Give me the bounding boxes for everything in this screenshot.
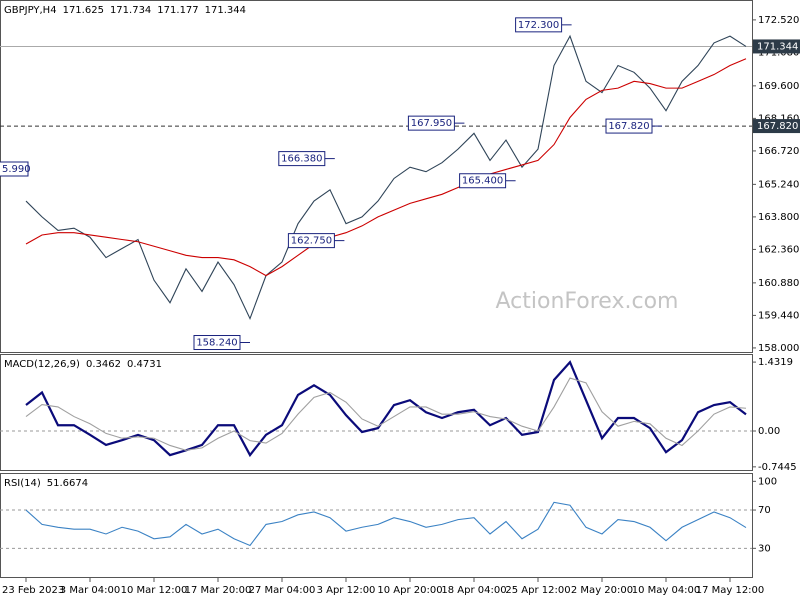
open: 171.625 (63, 5, 104, 16)
symbol: GBPJPY,H4 (4, 5, 57, 16)
annotation-box (193, 335, 241, 351)
series-line (25, 58, 747, 277)
series-line (25, 501, 747, 547)
macd-panel-frame (0, 354, 753, 471)
x-tick-label: 25 Apr 12:00 (505, 585, 570, 596)
y-tick-label: 160.880 (758, 278, 799, 289)
price-box-label: 171.344 (757, 41, 798, 52)
series-line (25, 377, 747, 451)
x-tick-label: 18 Apr 04:00 (441, 585, 506, 596)
x-tick-label: 3 Apr 12:00 (317, 585, 376, 596)
x-tick-label: 23 Feb 2023 (2, 585, 64, 596)
y-tick-label: 172.520 (758, 15, 799, 26)
rsi-panel-frame (0, 473, 753, 578)
annotation-label: 165.400 (462, 176, 503, 187)
annotation-label: 167.820 (608, 121, 649, 132)
annotation-box (407, 115, 455, 131)
y-tick-label: 162.360 (758, 244, 799, 255)
rsi-header: RSI(14) 51.6674 (4, 478, 88, 489)
annotation-box (515, 17, 563, 33)
y-tick-label: 100 (758, 476, 777, 487)
macd-title: MACD(12,26,9) (4, 359, 80, 370)
annotation-label: 158.240 (196, 338, 237, 349)
close: 171.344 (205, 5, 246, 16)
y-tick-label: 0.00 (758, 426, 780, 437)
y-tick-label: 165.240 (758, 179, 799, 190)
annotation-label: 166.380 (281, 154, 322, 165)
annotation-box (0, 161, 29, 177)
watermark: ActionForex.com (496, 289, 679, 314)
price-box (753, 119, 800, 134)
series-line (25, 34, 747, 320)
price-box-label: 167.820 (757, 121, 798, 132)
high: 171.734 (110, 5, 151, 16)
annotation-label: 5.990 (2, 164, 31, 175)
y-tick-label: -0.7445 (758, 462, 797, 473)
rsi-title: RSI(14) (4, 478, 41, 489)
y-tick-label: 163.800 (758, 212, 799, 223)
x-tick-label: 27 Mar 04:00 (249, 585, 316, 596)
annotation-box (287, 233, 335, 249)
macd-value: 0.3462 (86, 359, 121, 370)
macd-header: MACD(12,26,9) 0.3462 0.4731 (4, 359, 162, 370)
signal-value: 0.4731 (127, 359, 162, 370)
annotation-box (605, 118, 653, 134)
x-tick-label: 10 May 04:00 (632, 585, 701, 596)
annotation-label: 162.750 (291, 236, 332, 247)
y-tick-label: 158.000 (758, 343, 799, 354)
y-tick-label: 30 (758, 543, 771, 554)
y-tick-label: 168.160 (758, 113, 799, 124)
y-tick-label: 169.600 (758, 81, 799, 92)
x-tick-label: 17 Mar 20:00 (185, 585, 252, 596)
low: 171.177 (157, 5, 198, 16)
annotation-label: 172.300 (518, 20, 559, 31)
price-header: GBPJPY,H4 171.625 171.734 171.177 171.344 (4, 5, 246, 16)
price-box (753, 39, 800, 54)
x-tick-label: 2 May 20:00 (571, 585, 633, 596)
rsi-value: 51.6674 (47, 478, 88, 489)
y-tick-label: 70 (758, 505, 771, 516)
annotation-label: 167.950 (411, 118, 452, 129)
y-tick-label: 1.4319 (758, 357, 793, 368)
x-tick-label: 10 Apr 20:00 (377, 585, 442, 596)
x-tick-label: 10 Mar 12:00 (121, 585, 188, 596)
y-tick-label: 166.720 (758, 146, 799, 157)
annotation-box (278, 151, 326, 167)
annotation-box (459, 173, 507, 189)
x-tick-label: 17 May 12:00 (696, 585, 765, 596)
x-tick-label: 3 Mar 04:00 (60, 585, 120, 596)
y-tick-label: 159.440 (758, 310, 799, 321)
